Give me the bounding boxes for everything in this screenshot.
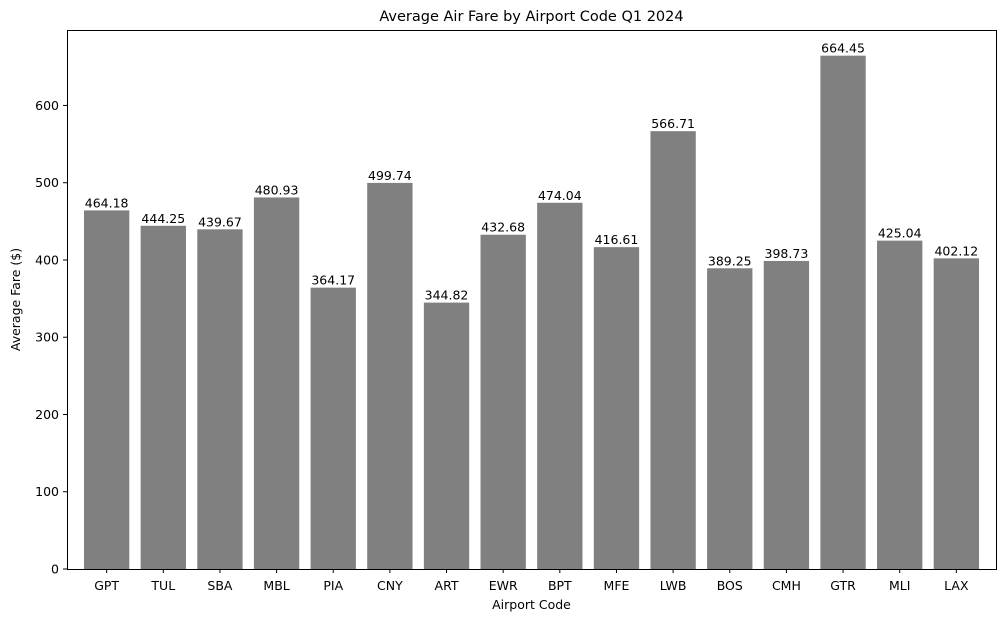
bar-value-label: 566.71 <box>651 116 695 131</box>
bar <box>933 258 980 569</box>
bar-value-label: 416.61 <box>595 232 639 247</box>
y-axis-label: Average Fare ($) <box>8 248 23 351</box>
bar-value-label: 444.25 <box>141 211 185 226</box>
plot-area-frame <box>67 30 997 570</box>
x-tick-label: PIA <box>323 578 343 593</box>
x-tick-label: LWB <box>660 578 687 593</box>
x-tick-label: ART <box>435 578 459 593</box>
bar <box>197 229 243 569</box>
x-tick-label: EWR <box>489 578 518 593</box>
x-tick-label: GTR <box>830 578 856 593</box>
bar-value-label: 439.67 <box>198 214 242 229</box>
bar-value-label: 480.93 <box>255 182 299 197</box>
bar <box>877 240 923 569</box>
y-tick-label: 600 <box>35 98 59 113</box>
bar-value-label: 344.82 <box>425 288 469 303</box>
bar-value-label: 389.25 <box>708 253 752 268</box>
bar <box>650 131 696 569</box>
bar-value-label: 664.45 <box>821 41 865 56</box>
bar <box>83 210 130 569</box>
x-axis-label: Airport Code <box>492 597 571 612</box>
x-tick-label: BPT <box>548 578 572 593</box>
y-tick-label: 0 <box>51 562 59 577</box>
bar <box>763 260 810 569</box>
bar-value-label: 425.04 <box>878 226 922 241</box>
data-labels-group: 464.18 444.25 439.67 480.93 364.17 499.74 344.… <box>85 41 978 303</box>
bar <box>820 55 866 570</box>
x-tick-label: CMH <box>772 578 801 593</box>
y-tick-label: 100 <box>35 484 59 499</box>
x-tick-label: BOS <box>717 578 743 593</box>
bar <box>253 197 300 570</box>
bar-value-label: 474.04 <box>538 188 582 203</box>
y-tick-label: 400 <box>35 252 59 267</box>
bar-value-label: 432.68 <box>481 220 525 235</box>
bar-value-label: 499.74 <box>368 168 412 183</box>
x-tick-label: MLI <box>889 578 910 593</box>
x-tick-label: GPT <box>94 578 119 593</box>
x-axis-ticks: GPT TUL SBA MBL PIA CNY ART EWR BPT MFE LWB BOS CMH G… <box>94 569 969 593</box>
bar-value-label: 398.73 <box>765 246 809 261</box>
bar <box>593 247 640 569</box>
bar <box>537 202 583 569</box>
x-tick-label: TUL <box>150 578 175 593</box>
chart-title: Average Air Fare by Airport Code Q1 2024 <box>379 9 683 25</box>
bars-group <box>83 55 980 570</box>
bar-value-label: 364.17 <box>311 273 355 288</box>
y-tick-label: 200 <box>35 407 59 422</box>
y-tick-label: 300 <box>35 330 59 345</box>
bar <box>367 182 413 569</box>
x-tick-label: CNY <box>377 578 403 593</box>
bar <box>707 268 753 569</box>
bar <box>480 234 526 569</box>
x-tick-label: MBL <box>263 578 289 593</box>
bar <box>140 225 186 569</box>
bar-value-label: 464.18 <box>85 195 129 210</box>
bar <box>310 287 356 569</box>
y-tick-label: 500 <box>35 175 59 190</box>
bar-value-label: 402.12 <box>934 243 978 258</box>
bar <box>423 302 470 569</box>
y-axis-ticks: 0 100 200 300 400 500 600 <box>35 98 67 577</box>
x-tick-label: SBA <box>207 578 233 593</box>
x-tick-label: MFE <box>604 578 630 593</box>
x-tick-label: LAX <box>944 578 969 593</box>
